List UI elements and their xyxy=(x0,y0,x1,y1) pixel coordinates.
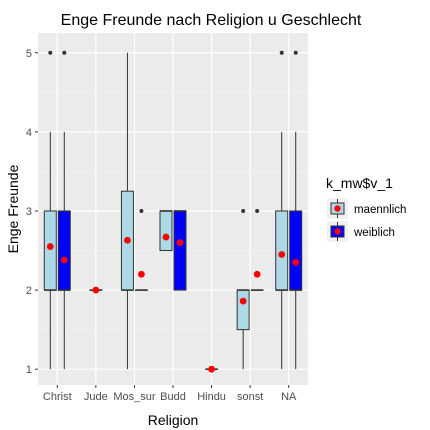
mean-point xyxy=(46,243,54,250)
box-sonst xyxy=(250,208,264,291)
mean-point xyxy=(239,297,247,305)
outlier-point xyxy=(139,208,144,213)
y-axis-title: Enge Freunde xyxy=(5,164,21,253)
box-Christ xyxy=(43,50,57,370)
x-tick-label: Hindu xyxy=(197,391,226,403)
legend-keys: maennlich weiblich xyxy=(327,198,406,242)
box-Mos_sur xyxy=(134,208,148,291)
legend: k_mw$v_1 maennlich weiblich xyxy=(326,175,406,242)
outlier-point xyxy=(279,50,284,55)
x-tick-label: Jude xyxy=(84,391,108,403)
box-Budd xyxy=(173,210,187,291)
outlier-point xyxy=(293,50,298,55)
y-tick-label: 3 xyxy=(26,206,32,218)
y-tick-label: 4 xyxy=(26,127,32,139)
mean-point xyxy=(124,236,131,244)
box-Hindu xyxy=(205,365,219,373)
legend-mean-point xyxy=(334,205,341,212)
grid-lines xyxy=(38,33,308,385)
x-tick-label: NA xyxy=(281,391,297,403)
y-tick-label: 2 xyxy=(26,285,32,297)
mean-point xyxy=(162,233,170,241)
legend-item-weiblich: weiblich xyxy=(327,221,395,242)
box-NA xyxy=(275,50,289,370)
x-axis: Christ Jude Mos_sur Budd Hindu sonst NA xyxy=(43,385,297,403)
y-tick-label: 5 xyxy=(26,48,32,60)
y-axis: 1 2 3 4 5 xyxy=(26,48,38,376)
legend-label: maennlich xyxy=(354,204,406,216)
box-Budd xyxy=(159,210,173,252)
mean-point xyxy=(278,251,286,258)
mean-point xyxy=(138,270,145,278)
box-Mos_sur xyxy=(120,52,134,370)
box-body xyxy=(173,210,187,291)
legend-label: weiblich xyxy=(353,227,395,239)
legend-title: k_mw$v_1 xyxy=(326,175,393,191)
x-tick-label: Mos_sur xyxy=(113,391,156,403)
x-tick-label: sonst xyxy=(237,391,263,403)
x-tick-label: Christ xyxy=(43,391,72,403)
outlier-point xyxy=(241,208,246,213)
outlier-point xyxy=(48,50,53,55)
mean-point xyxy=(292,258,300,266)
box-NA xyxy=(289,50,303,370)
outlier-point xyxy=(255,208,260,213)
outlier-point xyxy=(62,50,67,55)
chart-title: Enge Freunde nach Religion u Geschlecht xyxy=(61,12,362,29)
box-body xyxy=(275,210,289,291)
box-body xyxy=(236,289,250,331)
box-marks xyxy=(43,50,303,373)
box-body xyxy=(43,210,57,291)
box-body xyxy=(57,210,71,291)
box-Jude xyxy=(89,286,103,294)
mean-point xyxy=(253,270,261,278)
legend-mean-point xyxy=(334,228,341,235)
y-tick-label: 1 xyxy=(26,364,32,376)
mean-point xyxy=(60,256,68,264)
box-sonst xyxy=(236,208,250,370)
box-body xyxy=(159,210,173,252)
box-Christ xyxy=(57,50,71,370)
mean-point xyxy=(92,286,100,294)
mean-point xyxy=(176,239,184,247)
x-axis-title: Religion xyxy=(148,412,199,428)
mean-point xyxy=(208,365,215,373)
legend-item-maennlich: maennlich xyxy=(327,198,406,219)
x-tick-label: Budd xyxy=(160,391,186,403)
box-body xyxy=(289,210,303,291)
